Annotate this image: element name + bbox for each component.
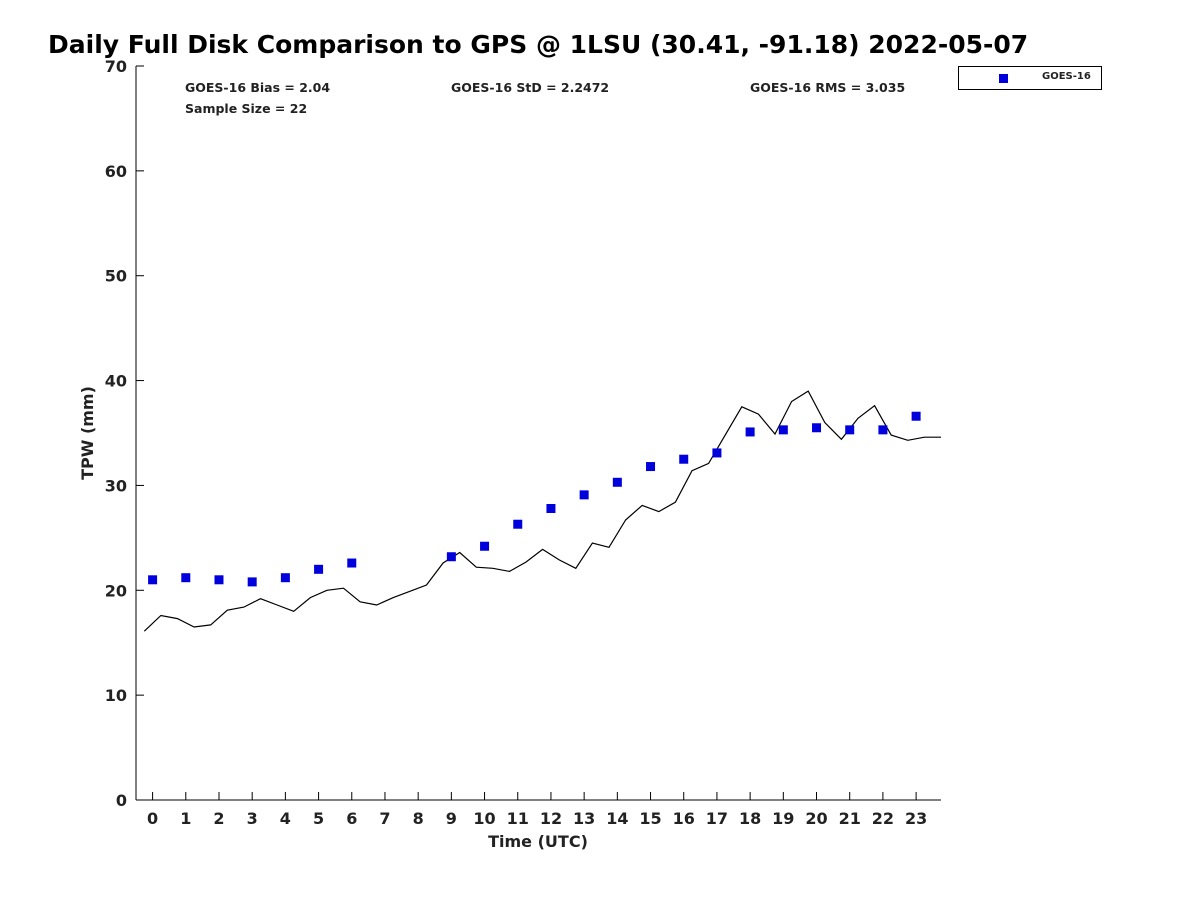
sample-size-stat: Sample Size = 22 bbox=[185, 101, 308, 116]
goes16-marker-layer bbox=[148, 411, 921, 587]
goes16-marker bbox=[579, 490, 589, 500]
goes16-marker bbox=[712, 448, 722, 458]
goes16-marker bbox=[646, 462, 656, 472]
legend-marker-goes16 bbox=[999, 74, 1008, 83]
x-tick-label: 19 bbox=[772, 809, 794, 828]
std-stat: GOES-16 StD = 2.2472 bbox=[451, 80, 610, 95]
goes16-marker bbox=[778, 425, 788, 435]
y-tick-label: 30 bbox=[105, 476, 127, 495]
x-tick-label: 12 bbox=[540, 809, 562, 828]
x-tick-label: 11 bbox=[507, 809, 529, 828]
x-tick-label: 8 bbox=[413, 809, 424, 828]
x-axis-label: Time (UTC) bbox=[488, 832, 588, 851]
gps-line-layer bbox=[143, 390, 941, 632]
bias-stat: GOES-16 Bias = 2.04 bbox=[185, 80, 331, 95]
x-tick-label: 13 bbox=[573, 809, 595, 828]
goes16-marker bbox=[314, 564, 324, 574]
goes16-marker bbox=[612, 477, 622, 487]
x-tick-label: 18 bbox=[739, 809, 761, 828]
y-tick-label: 50 bbox=[105, 267, 127, 286]
x-tick-label: 1 bbox=[180, 809, 191, 828]
goes16-marker bbox=[247, 577, 257, 587]
gps-series-line bbox=[143, 390, 941, 632]
x-tick-label: 5 bbox=[313, 809, 324, 828]
x-tick-label: 7 bbox=[379, 809, 390, 828]
legend: GOES-16 bbox=[958, 66, 1102, 90]
x-tick-label: 3 bbox=[247, 809, 258, 828]
goes16-marker bbox=[480, 541, 490, 551]
y-tick-label: 20 bbox=[105, 581, 127, 600]
x-tick-label: 10 bbox=[473, 809, 495, 828]
goes16-marker bbox=[181, 573, 191, 583]
x-tick-label: 21 bbox=[839, 809, 861, 828]
goes16-marker bbox=[679, 454, 689, 464]
x-tick-label: 0 bbox=[147, 809, 158, 828]
goes16-marker bbox=[280, 573, 290, 583]
goes16-marker bbox=[878, 425, 888, 435]
x-tick-label: 17 bbox=[706, 809, 728, 828]
rms-stat: GOES-16 RMS = 3.035 bbox=[750, 80, 906, 95]
x-tick-label: 9 bbox=[446, 809, 457, 828]
y-tick-label: 60 bbox=[105, 162, 127, 181]
chart-title: Daily Full Disk Comparison to GPS @ 1LSU… bbox=[48, 30, 1029, 59]
y-axis-label: TPW (mm) bbox=[78, 386, 97, 480]
goes16-marker bbox=[513, 519, 523, 529]
x-tick-label: 15 bbox=[639, 809, 661, 828]
y-tick-label: 10 bbox=[105, 686, 127, 705]
x-tick-label: 2 bbox=[213, 809, 224, 828]
x-tick-label: 4 bbox=[280, 809, 291, 828]
goes16-marker bbox=[845, 425, 855, 435]
y-tick-label: 40 bbox=[105, 372, 127, 391]
x-tick-label: 20 bbox=[805, 809, 827, 828]
goes16-marker bbox=[148, 575, 158, 585]
x-tick-label: 23 bbox=[905, 809, 927, 828]
x-tick-label: 14 bbox=[606, 809, 628, 828]
goes16-marker bbox=[347, 558, 357, 568]
x-tick-label: 16 bbox=[673, 809, 695, 828]
goes16-marker bbox=[446, 552, 456, 562]
y-tick-label: 70 bbox=[105, 57, 127, 76]
x-tick-label: 6 bbox=[346, 809, 357, 828]
goes16-marker bbox=[911, 411, 921, 421]
goes16-marker bbox=[812, 423, 822, 433]
goes16-marker bbox=[745, 427, 755, 437]
goes16-marker bbox=[214, 575, 224, 585]
y-tick-label: 0 bbox=[116, 791, 127, 810]
x-tick-label: 22 bbox=[872, 809, 894, 828]
goes16-marker bbox=[546, 503, 556, 513]
legend-label-goes16: GOES-16 bbox=[1042, 71, 1091, 82]
